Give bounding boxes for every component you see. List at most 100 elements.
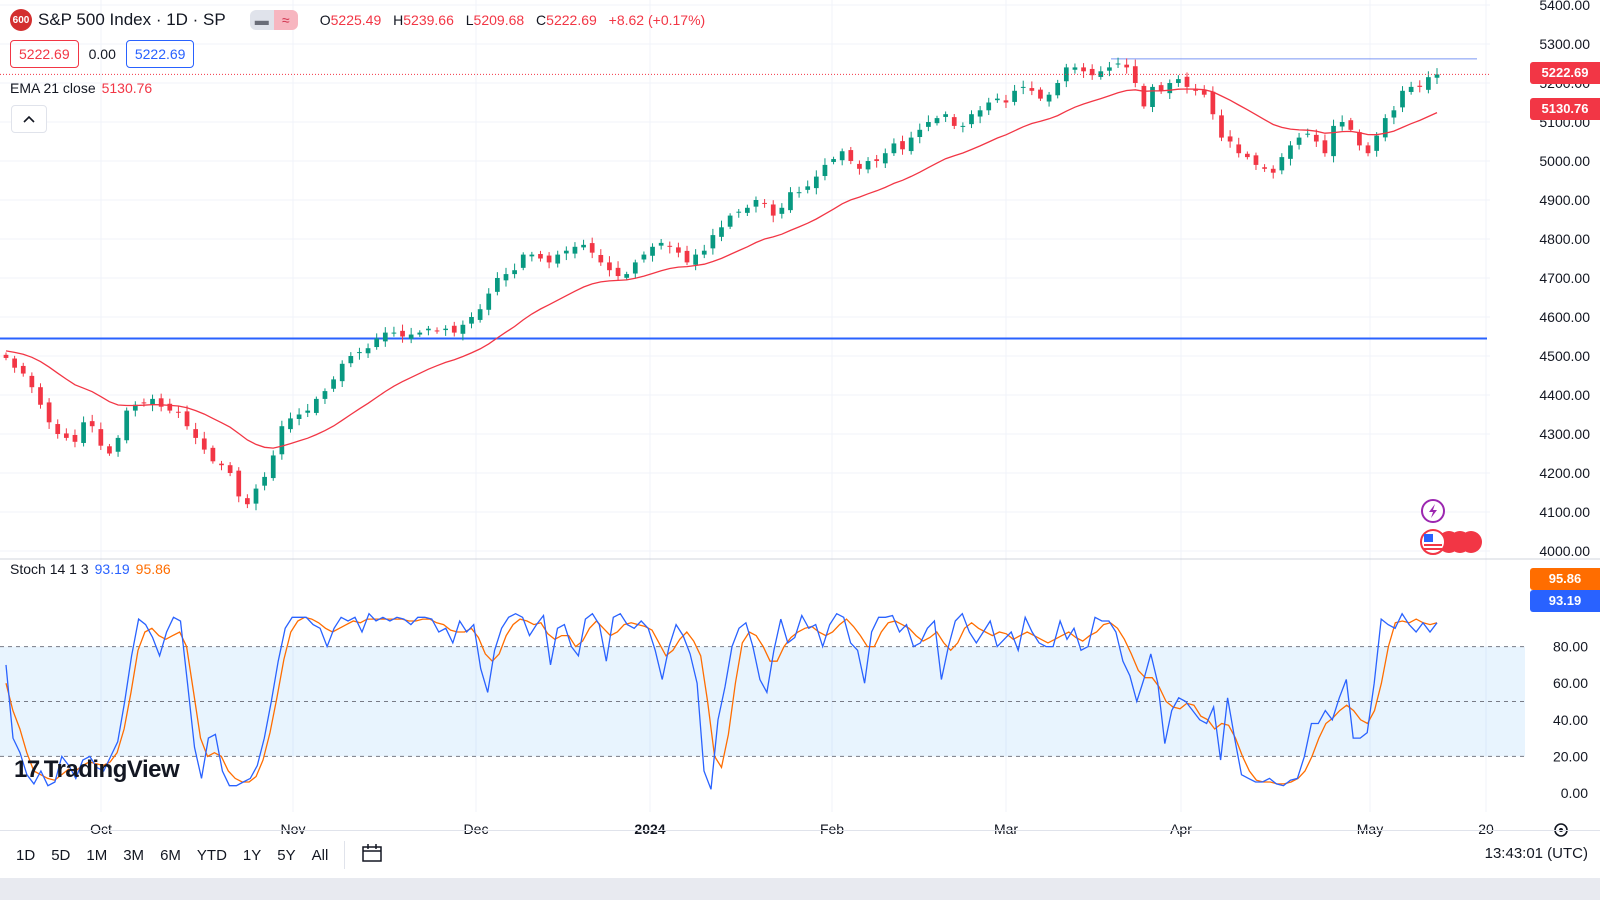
candle-body [572,246,578,254]
symbol-title[interactable]: S&P 500 Index · 1D · SP [38,10,226,29]
range-button-6m[interactable]: 6M [160,846,181,864]
range-button-1d[interactable]: 1D [16,846,36,864]
candle-body [839,151,845,161]
low-label: L [465,12,474,28]
candle-body [701,250,707,255]
candle-body [1201,90,1207,95]
candle-body [1210,91,1216,115]
utc-clock[interactable]: 13:43:01 (UTC) [1484,845,1588,862]
symbol-logo[interactable]: 600 [10,9,32,31]
tradingview-logo-icon: 17 [14,756,40,783]
price-tick-label: 4100.00 [1539,504,1590,520]
price-tick-label: 4500.00 [1539,348,1590,364]
candle-body [20,365,26,374]
high-label: H [393,12,404,28]
candle-body [1400,90,1405,108]
range-button-5y[interactable]: 5Y [277,846,296,864]
candle-body [512,270,517,275]
stoch-tick-label: 0.00 [1561,785,1588,801]
candle-body [176,411,181,413]
candle-body [1236,144,1242,154]
candle-body [46,402,52,423]
time-tick-label: Nov [281,821,306,837]
candle-body [141,402,147,404]
stoch-axis[interactable]: 0.00 20.00 40.00 60.00 80.00 [1553,639,1588,801]
stoch-k-value: 93.19 [94,561,130,577]
candle-body [1357,132,1362,146]
candle-body [1012,90,1017,102]
sell-price-box[interactable]: 5222.69 [10,40,79,68]
bottom-toolbar: 1D 5D 1M 3M 6M YTD 1Y 5Y All 13:43:01 (UTC) [0,830,1600,879]
time-axis[interactable]: Oct Nov Dec 2024 Feb Mar Apr May 20 [90,821,1494,837]
candle-body [1150,86,1155,107]
candle-body [184,411,190,427]
range-button-ytd[interactable]: YTD [196,846,227,864]
candle-body [762,202,767,204]
price-tick-label: 4700.00 [1539,270,1590,286]
candle-body [1365,145,1371,154]
range-button-1y[interactable]: 1Y [242,846,262,864]
time-tick-label: Feb [820,821,844,837]
candle-body [796,192,802,194]
candle-body [1426,77,1431,90]
candle-body [193,429,199,438]
candle-body [943,114,948,117]
time-tick-label: Apr [1170,821,1192,837]
ema-price-tag: 5130.76 [1530,98,1600,120]
us-flag-events-icon[interactable] [1420,529,1482,555]
candle-body [1270,168,1276,173]
candle-body [124,410,130,441]
range-button-5d[interactable]: 5D [51,846,71,864]
range-button-all[interactable]: All [311,846,329,864]
buy-price-box[interactable]: 5222.69 [125,40,195,68]
tradingview-logo[interactable]: 17 TradingView [14,756,180,784]
price-tick-label: 4400.00 [1539,387,1590,403]
range-button-1m[interactable]: 1M [86,846,108,864]
candle-body [831,159,836,162]
candle-body [546,255,552,263]
candle-body [365,348,371,354]
candle-body [865,161,871,170]
horizontal-lines [0,58,1487,340]
range-button-3m[interactable]: 3M [123,846,145,864]
stoch-legend[interactable]: Stoch 14 1 3 93.19 95.86 [10,561,171,577]
candle-body [848,150,854,161]
candle-body [417,332,423,335]
time-tick-label: Dec [464,821,489,837]
candle-body [676,247,681,253]
candle-body [1158,85,1164,91]
price-axis[interactable]: 4000.00 4100.00 4200.00 4300.00 4400.00 4500.… [1539,0,1590,559]
candle-body [210,447,216,462]
candle-body [227,465,233,473]
candle-body [55,424,61,434]
time-tick-label: Mar [994,821,1018,837]
chart-style-toggle[interactable]: ▬ ≈ [249,10,298,30]
lightning-event-icon[interactable] [1421,499,1445,523]
candle-body [624,274,630,278]
ema-line [5,88,1438,449]
open-value: 5225.49 [330,12,382,28]
candle-body [822,164,828,177]
candle-body [1184,76,1190,87]
candle-body [1348,120,1354,130]
price-tick-label: 4600.00 [1539,309,1590,325]
candle-body [1020,86,1026,88]
price-tick-label: 4000.00 [1539,543,1590,559]
candle-body [1003,100,1009,103]
candle-body [891,143,897,154]
ema-legend-value: 5130.76 [101,80,153,96]
candle-body [1374,135,1380,151]
wave-icon[interactable]: ≈ [273,10,298,30]
minus-icon[interactable]: ▬ [249,10,274,30]
candle-body [598,254,604,263]
close-label: C [536,12,547,28]
chevron-up-icon[interactable] [11,105,47,133]
candle-body [38,387,43,405]
ema-legend[interactable]: EMA 21 close 5130.76 [10,80,152,96]
candle-body [753,200,759,207]
close-value: 5222.69 [546,12,597,28]
calendar-icon[interactable] [361,843,383,868]
candle-body [81,422,86,443]
candle-body [374,338,380,348]
